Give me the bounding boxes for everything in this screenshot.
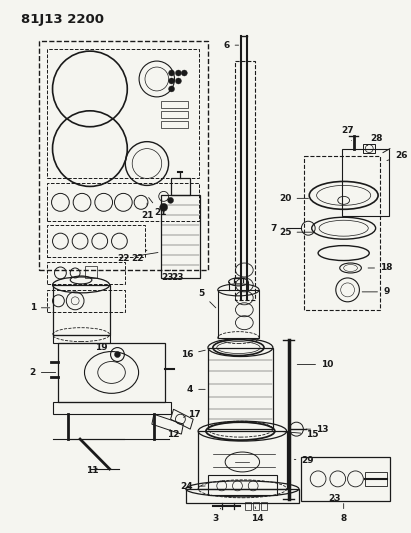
Bar xyxy=(39,41,208,270)
Bar xyxy=(186,489,299,503)
Text: 7: 7 xyxy=(270,224,284,233)
Text: 11: 11 xyxy=(85,466,98,475)
Bar xyxy=(53,335,110,343)
Text: 17: 17 xyxy=(183,410,201,419)
Text: 9: 9 xyxy=(362,287,389,296)
Bar xyxy=(363,144,375,152)
Bar xyxy=(53,285,110,335)
Text: 13: 13 xyxy=(306,425,329,434)
Text: 3: 3 xyxy=(212,508,221,523)
Bar xyxy=(46,183,199,221)
Bar xyxy=(46,262,125,284)
Bar xyxy=(301,457,390,501)
Text: 6: 6 xyxy=(223,41,239,50)
Bar xyxy=(198,431,286,489)
Text: 81J13 2200: 81J13 2200 xyxy=(21,13,104,26)
Text: 18: 18 xyxy=(368,263,393,272)
Circle shape xyxy=(169,70,175,76)
Text: 28: 28 xyxy=(367,134,383,146)
Text: 1: 1 xyxy=(30,303,50,312)
Bar xyxy=(365,472,387,486)
Bar xyxy=(46,49,199,179)
Text: 21: 21 xyxy=(141,203,154,220)
Text: 24: 24 xyxy=(180,482,205,491)
Bar xyxy=(253,502,259,510)
Text: 10: 10 xyxy=(297,360,333,369)
Text: 16: 16 xyxy=(181,350,205,359)
Text: 15: 15 xyxy=(279,430,319,439)
Text: 27: 27 xyxy=(341,126,354,141)
Bar xyxy=(208,348,273,429)
Text: 19: 19 xyxy=(95,343,111,354)
Circle shape xyxy=(169,78,175,84)
Text: 21: 21 xyxy=(149,198,166,217)
Text: 20: 20 xyxy=(279,194,308,203)
Text: 8: 8 xyxy=(341,504,347,523)
Bar xyxy=(342,149,389,216)
Bar xyxy=(46,225,145,257)
Text: 22: 22 xyxy=(117,253,158,263)
Circle shape xyxy=(169,86,175,92)
Bar xyxy=(261,502,267,510)
Bar xyxy=(161,121,188,128)
Text: 23: 23 xyxy=(328,494,341,503)
Bar xyxy=(161,111,188,118)
Bar xyxy=(46,290,125,312)
Bar xyxy=(245,502,251,510)
Circle shape xyxy=(175,78,181,84)
Circle shape xyxy=(160,203,168,211)
Circle shape xyxy=(168,197,173,203)
Text: 2: 2 xyxy=(30,368,55,377)
Bar xyxy=(161,101,188,108)
Text: 4: 4 xyxy=(187,385,205,394)
Circle shape xyxy=(175,70,181,76)
Circle shape xyxy=(181,70,187,76)
Text: 25: 25 xyxy=(279,228,313,237)
Text: 5: 5 xyxy=(199,289,216,308)
Text: 22: 22 xyxy=(131,250,147,263)
Text: 29: 29 xyxy=(294,456,314,465)
Text: 23: 23 xyxy=(162,270,174,282)
Circle shape xyxy=(115,352,120,358)
Bar xyxy=(85,266,97,278)
Bar xyxy=(58,343,165,402)
Text: 12: 12 xyxy=(166,430,179,439)
Bar xyxy=(218,290,259,337)
Text: 23: 23 xyxy=(171,273,183,282)
Text: 26: 26 xyxy=(387,151,407,160)
Text: 14: 14 xyxy=(251,507,263,523)
Bar xyxy=(208,475,277,495)
Bar xyxy=(53,402,171,414)
